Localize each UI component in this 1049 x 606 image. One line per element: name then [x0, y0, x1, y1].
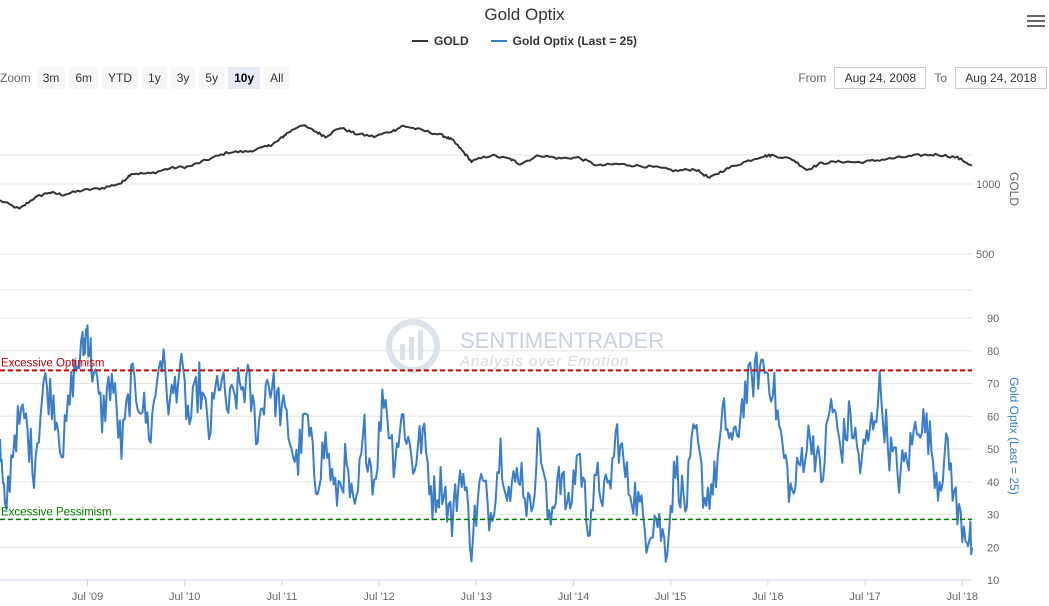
gold-panel	[0, 124, 973, 210]
watermark-bar-icon	[418, 330, 423, 360]
x-tick-label: Jul '18	[947, 591, 978, 603]
zoom-controls: Zoom 3m 6m YTD 1y 3y 5y 10y All	[0, 67, 290, 89]
gold-tick-label: 1000	[976, 179, 1000, 191]
date-range-selector: From To	[798, 67, 1047, 89]
x-tick-label: Jul '12	[363, 591, 394, 603]
x-tick-label: Jul '13	[461, 591, 492, 603]
zoom-3m-button[interactable]: 3m	[36, 67, 66, 89]
zoom-1y-button[interactable]: 1y	[142, 67, 167, 89]
watermark-tagline: Analysis over Emotion	[459, 353, 629, 370]
gold-series-line	[0, 124, 973, 210]
optix-tick-label: 10	[987, 575, 999, 587]
axes: 500 1000 10 20 30 40 50 60 70 80 90 Jul '09 Jul '10 J…	[0, 179, 1000, 603]
watermark-bar-icon	[409, 337, 414, 360]
watermark: SENTIMENTRADER Analysis over Emotion	[386, 319, 664, 373]
x-tick-label: Jul '17	[849, 591, 880, 603]
zoom-all-button[interactable]: All	[264, 67, 290, 89]
zoom-label: Zoom	[0, 71, 31, 85]
optix-series-line	[0, 324, 973, 563]
gold-axis-title: GOLD	[1007, 172, 1021, 206]
range-to-label: To	[934, 71, 947, 85]
optix-tick-label: 20	[987, 542, 999, 554]
legend-swatch-gold-optix	[490, 40, 507, 42]
chart-legend: GOLD Gold Optix (Last = 25)	[0, 34, 1049, 48]
watermark-bar-icon	[400, 344, 405, 360]
zoom-3y-button[interactable]: 3y	[170, 67, 196, 89]
optix-tick-label: 40	[987, 477, 999, 489]
watermark-logo-icon	[386, 319, 440, 373]
zoom-10y-button[interactable]: 10y	[228, 67, 261, 89]
range-from-label: From	[798, 71, 827, 85]
x-tick-label: Jul '16	[752, 591, 783, 603]
legend-label-gold-optix: Gold Optix (Last = 25)	[512, 34, 638, 48]
excessive-optimism-label: Excessive Optimism	[1, 357, 105, 369]
legend-swatch-gold	[411, 40, 428, 42]
hamburger-menu-icon[interactable]	[1027, 12, 1045, 28]
zoom-5y-button[interactable]: 5y	[199, 67, 225, 89]
zoom-6m-button[interactable]: 6m	[69, 67, 99, 89]
optix-tick-label: 50	[987, 444, 999, 456]
zoom-ytd-button[interactable]: YTD	[102, 67, 139, 89]
optix-tick-label: 90	[987, 313, 999, 325]
legend-label-gold: GOLD	[433, 34, 469, 48]
gold-tick-label: 500	[976, 249, 994, 261]
excessive-pessimism-label: Excessive Pessimism	[1, 506, 112, 518]
legend-item-gold[interactable]: GOLD	[411, 34, 469, 48]
x-tick-label: Jul '09	[72, 591, 103, 603]
x-tick-label: Jul '15	[655, 591, 686, 603]
range-from-input[interactable]	[834, 67, 927, 89]
optix-panel: Excessive Optimism Excessive Pessimism	[0, 324, 973, 563]
optix-tick-label: 60	[987, 411, 999, 423]
chart-title: Gold Optix	[484, 5, 565, 24]
legend-item-gold-optix[interactable]: Gold Optix (Last = 25)	[490, 34, 638, 48]
optix-tick-label: 70	[987, 379, 999, 391]
range-to-input[interactable]	[955, 67, 1047, 89]
x-tick-label: Jul '10	[169, 591, 200, 603]
watermark-brand: SENTIMENTRADER	[460, 328, 664, 353]
x-tick-label: Jul '14	[558, 591, 589, 603]
optix-tick-label: 80	[987, 346, 999, 358]
x-tick-label: Jul '11	[267, 591, 298, 603]
optix-tick-label: 30	[987, 510, 999, 522]
optix-axis-title: Gold Optix (Last = 25)	[1007, 377, 1021, 495]
